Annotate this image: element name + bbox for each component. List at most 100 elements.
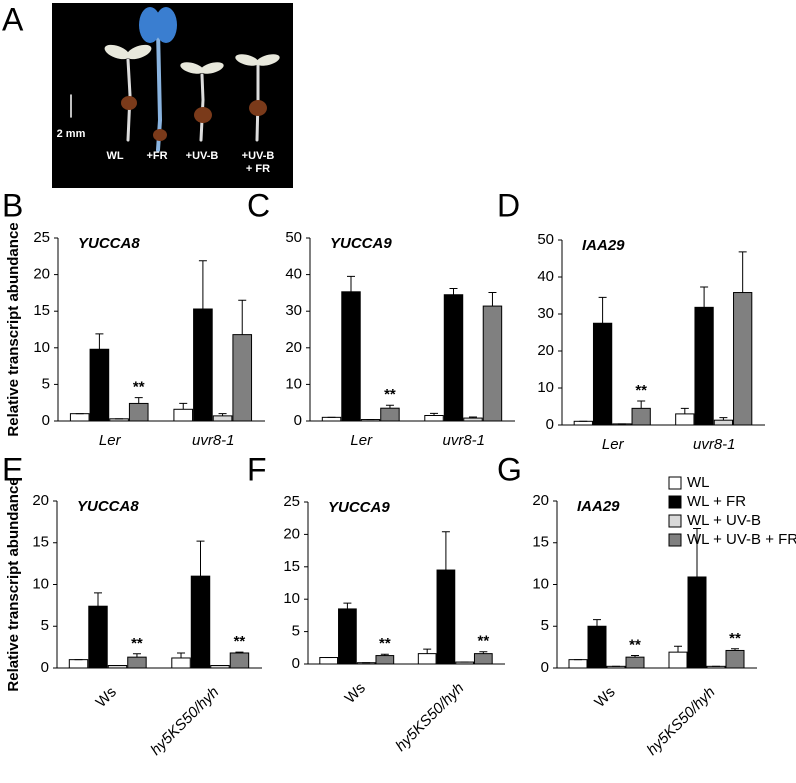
legend-label: WL + UV-B — [687, 512, 761, 529]
significance-label: * — [600, 653, 606, 670]
panel-letter: B — [2, 187, 23, 223]
x-tick-label: hy5KS50/hyh — [644, 684, 719, 759]
y-tick-label: 15 — [532, 534, 549, 551]
chart-title: YUCCA8 — [78, 235, 140, 252]
bar — [694, 306, 714, 426]
y-tick-label: 50 — [537, 231, 554, 248]
error-bar — [196, 540, 205, 577]
legend-swatch — [668, 533, 682, 547]
bar — [341, 291, 361, 422]
significance-label: * — [101, 653, 107, 670]
bar — [375, 655, 395, 665]
chart-title: YUCCA9 — [330, 235, 392, 252]
error-bar — [593, 619, 601, 627]
significance-label: ** — [477, 633, 489, 650]
error-bar — [385, 404, 394, 409]
photo-label: +UV-B — [186, 150, 219, 162]
bar — [573, 420, 593, 426]
error-bar — [449, 288, 458, 295]
y-tick-label: 5 — [541, 617, 549, 634]
bar — [173, 408, 194, 422]
y-tick-label: 5 — [292, 623, 300, 640]
error-bar — [479, 651, 488, 654]
chart-title: YUCCA8 — [77, 498, 139, 515]
panel-letter: C — [247, 187, 270, 223]
error-bar — [719, 417, 728, 421]
significance-label: ** — [131, 635, 143, 652]
y-tick-label: 0 — [42, 412, 50, 429]
bar — [625, 656, 645, 669]
y-tick-label: 0 — [292, 655, 300, 672]
legend-swatch — [668, 495, 682, 509]
x-tick-label: Ws — [342, 680, 369, 707]
legend-label: WL + UV-B + FR — [687, 531, 796, 548]
significance-label: ** — [379, 635, 391, 652]
y-tick-label: 20 — [537, 342, 554, 359]
x-tick-label: hy5KS50/hyh — [392, 680, 467, 755]
error-bar — [423, 648, 432, 654]
significance-label: * — [350, 649, 356, 666]
significance-label: * — [700, 653, 706, 670]
legend-swatch — [668, 514, 682, 528]
error-bar — [134, 397, 143, 404]
bar — [417, 653, 437, 665]
panel-letter: G — [497, 451, 522, 487]
y-tick-label: 0 — [294, 412, 302, 429]
bar — [668, 651, 688, 669]
y-tick-label: 40 — [285, 266, 302, 283]
bar — [321, 416, 342, 422]
y-tick-label: 25 — [283, 493, 300, 510]
photo-label: WL — [106, 150, 123, 162]
error-bar — [674, 645, 682, 653]
significance-label: ** — [384, 386, 396, 403]
y-tick-label: 20 — [283, 525, 300, 542]
legend-label: WL + FR — [687, 493, 746, 510]
x-tick-label: Ler — [602, 436, 625, 453]
error-bar — [488, 292, 497, 307]
bar — [128, 402, 149, 422]
panel-letter: A — [2, 1, 24, 37]
error-bar — [738, 251, 747, 293]
bar — [127, 656, 147, 669]
bar — [713, 419, 734, 426]
legend-swatch — [668, 476, 682, 490]
y-tick-label: 5 — [42, 375, 50, 392]
y-tick-label: 30 — [537, 305, 554, 322]
panel-letter: D — [497, 187, 520, 223]
bar — [675, 413, 695, 426]
significance-label: ** — [133, 379, 145, 396]
photo-label: +UV-B + FR — [242, 150, 275, 175]
error-bar — [218, 413, 227, 416]
error-bar — [468, 416, 477, 419]
bar-chart: E YUCCA8 Relative transcript abundance 0 5 10… — [2, 451, 262, 759]
error-bar — [680, 407, 689, 414]
y-axis-label: Relative transcript abundance — [5, 222, 22, 436]
bar — [69, 413, 90, 422]
x-tick-label: Ws — [93, 684, 120, 711]
bar — [443, 294, 464, 422]
bar — [171, 657, 191, 669]
bar — [424, 415, 444, 422]
bar — [380, 407, 400, 422]
x-tick-label: hy5KS50/hyh — [147, 684, 222, 759]
chart-title: YUCCA9 — [328, 499, 390, 516]
bar — [232, 334, 253, 422]
x-tick-label: uvr8-1 — [192, 432, 235, 449]
error-bar — [380, 653, 389, 656]
x-tick-label: uvr8-1 — [693, 436, 736, 453]
x-tick-label: Ws — [591, 684, 618, 711]
bar — [319, 657, 339, 665]
y-tick-label: 0 — [41, 659, 49, 676]
bar — [190, 575, 211, 669]
error-bar — [179, 402, 188, 410]
y-axis-label: Relative transcript abundance — [5, 477, 22, 691]
significance-label: * — [103, 406, 109, 423]
error-bar — [94, 592, 102, 607]
error-bar — [637, 400, 646, 409]
significance-label: ** — [234, 633, 246, 650]
y-tick-label: 20 — [32, 492, 49, 509]
y-tick-label: 15 — [33, 302, 50, 319]
